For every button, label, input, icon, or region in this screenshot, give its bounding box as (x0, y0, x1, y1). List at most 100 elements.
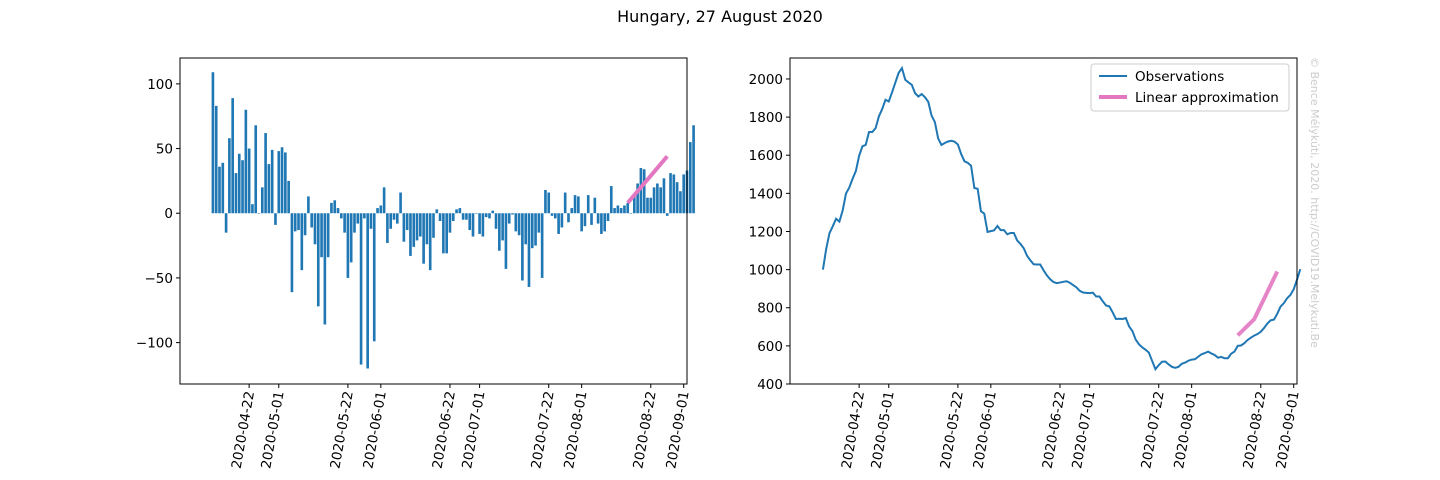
bar (623, 205, 626, 214)
bar (280, 147, 284, 214)
bar (524, 213, 527, 245)
bar (211, 72, 215, 214)
bar (636, 183, 639, 214)
left-y-tick-label: 0 (164, 206, 173, 222)
bar (297, 213, 300, 231)
bar (665, 213, 669, 216)
bar (583, 213, 587, 227)
bar (438, 213, 442, 221)
bar (596, 213, 600, 224)
bar (550, 213, 554, 216)
bar (336, 208, 340, 214)
bar (382, 187, 386, 214)
bar (553, 213, 557, 219)
bar (547, 192, 551, 214)
bar (688, 142, 692, 214)
left-x-tick-label: 2020-05-22 (327, 390, 356, 470)
daily-change-bar-chart: −100 −50 0 50 100 2020-04-22 2020-05-01 2020-05… (136, 57, 695, 470)
bar (402, 213, 406, 242)
bar (267, 164, 271, 214)
bar (442, 213, 445, 254)
bar (412, 213, 416, 247)
bar (530, 213, 534, 249)
bar (422, 213, 425, 264)
bar (573, 195, 577, 214)
legend-observations-label: Observations (1135, 69, 1224, 85)
bar (293, 213, 297, 232)
bar (491, 210, 495, 214)
bar (563, 192, 567, 214)
bar (425, 213, 429, 245)
left-x-tick-label: 2020-04-22 (229, 390, 258, 470)
bar (214, 105, 218, 214)
right-y-tick-label: 1200 (749, 224, 783, 240)
active-cases-series (821, 65, 1302, 372)
right-y-tick-label: 800 (757, 301, 783, 317)
daily-change-bars (211, 72, 695, 369)
bar (517, 213, 521, 236)
bar (333, 200, 337, 214)
credit-watermark: © Bence Mélykúti, 2020. http://COVID19.M… (1308, 57, 1321, 348)
bar (399, 192, 402, 214)
left-x-tick-label: 2020-05-01 (258, 390, 287, 470)
bar (372, 213, 376, 342)
bar (455, 209, 458, 214)
bar (580, 213, 583, 232)
bar (501, 213, 504, 241)
bar (386, 213, 389, 243)
bar (392, 213, 396, 220)
legend-approximation-label: Linear approximation (1135, 90, 1279, 106)
bar (287, 180, 290, 214)
bar (609, 186, 613, 214)
bar (639, 167, 643, 214)
bar (682, 174, 686, 214)
bar (379, 205, 383, 214)
linear-approximation-line (626, 155, 669, 205)
bar (458, 208, 462, 214)
bar (616, 205, 620, 214)
bar (277, 151, 281, 214)
bar (228, 138, 231, 214)
right-x-tick-label: 2020-06-22 (1040, 390, 1069, 470)
bar (606, 213, 610, 221)
bar (474, 213, 478, 214)
bar (428, 213, 432, 271)
bar (662, 178, 666, 214)
bar (237, 153, 241, 214)
bar (461, 213, 465, 220)
bar (560, 213, 564, 228)
bar (224, 213, 228, 233)
bar (366, 213, 369, 369)
bar (435, 209, 439, 214)
bar (218, 166, 221, 214)
bar (234, 173, 238, 214)
bar (567, 213, 570, 223)
bar (316, 213, 320, 307)
bar (481, 213, 485, 237)
left-y-tick-label: 50 (156, 142, 173, 158)
left-x-tick-label: 2020-07-22 (528, 390, 557, 470)
bar (652, 187, 656, 214)
bar (593, 197, 597, 214)
bar (241, 160, 244, 214)
bar (244, 109, 248, 214)
bar (557, 213, 560, 234)
bar (468, 213, 472, 231)
bar (570, 208, 574, 214)
bar (633, 195, 636, 214)
bar (310, 213, 314, 228)
bar (642, 169, 646, 214)
bar (649, 197, 653, 214)
bar (274, 213, 277, 225)
legend-box (1090, 63, 1290, 112)
bar (465, 213, 468, 220)
right-y-tick-label: 1400 (749, 186, 783, 202)
bar (284, 152, 287, 214)
bar (251, 204, 254, 214)
active-cases-line-chart: 400 600 800 1000 1200 1400 1600 1800 2000 2020-04… (749, 57, 1303, 470)
bar (478, 213, 481, 234)
bar (257, 213, 261, 214)
bar (577, 196, 580, 214)
bar (626, 202, 630, 214)
